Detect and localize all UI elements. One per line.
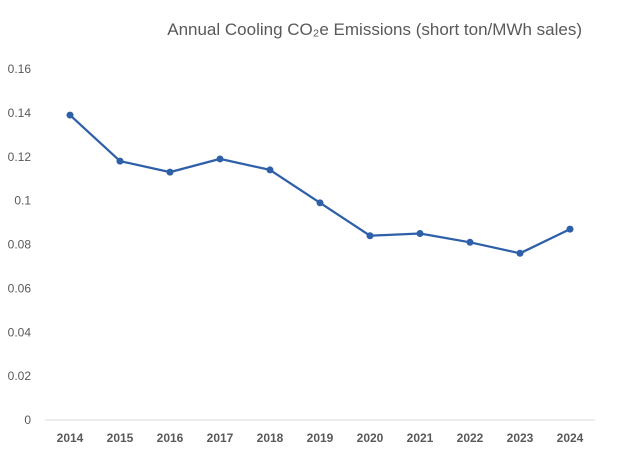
y-tick-label: 0.08 (8, 238, 32, 252)
y-tick-label: 0.06 (8, 281, 32, 295)
data-point (166, 168, 174, 176)
data-point (216, 155, 224, 163)
x-tick-label: 2017 (207, 431, 234, 445)
x-axis-labels: 2014 2015 2016 2017 2018 2019 2020 2021 2022 2023… (57, 431, 584, 445)
x-tick-label: 2014 (57, 431, 84, 445)
data-point (116, 157, 124, 165)
data-point (266, 166, 274, 174)
data-point (466, 238, 474, 246)
y-tick-label: 0.02 (8, 369, 32, 383)
x-tick-label: 2015 (107, 431, 134, 445)
x-tick-label: 2016 (157, 431, 184, 445)
data-point (516, 249, 524, 257)
series-line (68, 113, 572, 255)
y-tick-label: 0.14 (8, 106, 32, 120)
y-tick-label: 0.04 (8, 325, 32, 339)
x-tick-label: 2019 (307, 431, 334, 445)
data-point (66, 111, 74, 119)
y-tick-label: 0.12 (8, 150, 32, 164)
series-markers (66, 111, 574, 257)
data-point (366, 232, 374, 240)
data-point (316, 199, 324, 207)
x-tick-label: 2020 (357, 431, 384, 445)
x-tick-label: 2018 (257, 431, 284, 445)
x-tick-label: 2021 (407, 431, 434, 445)
data-point (566, 225, 574, 233)
y-tick-label: 0.16 (8, 62, 32, 76)
chart-title: Annual Cooling CO₂e Emissions (short ton… (167, 20, 582, 39)
y-axis-labels: 0 0.02 0.04 0.06 0.08 0.1 0.12 0.14 0.16 (8, 62, 32, 427)
x-tick-label: 2024 (557, 431, 584, 445)
y-tick-label: 0 (24, 413, 31, 427)
x-tick-label: 2022 (457, 431, 484, 445)
x-tick-label: 2023 (507, 431, 534, 445)
y-tick-label: 0.1 (14, 194, 31, 208)
data-point (416, 230, 424, 238)
series-lines (68, 113, 572, 255)
